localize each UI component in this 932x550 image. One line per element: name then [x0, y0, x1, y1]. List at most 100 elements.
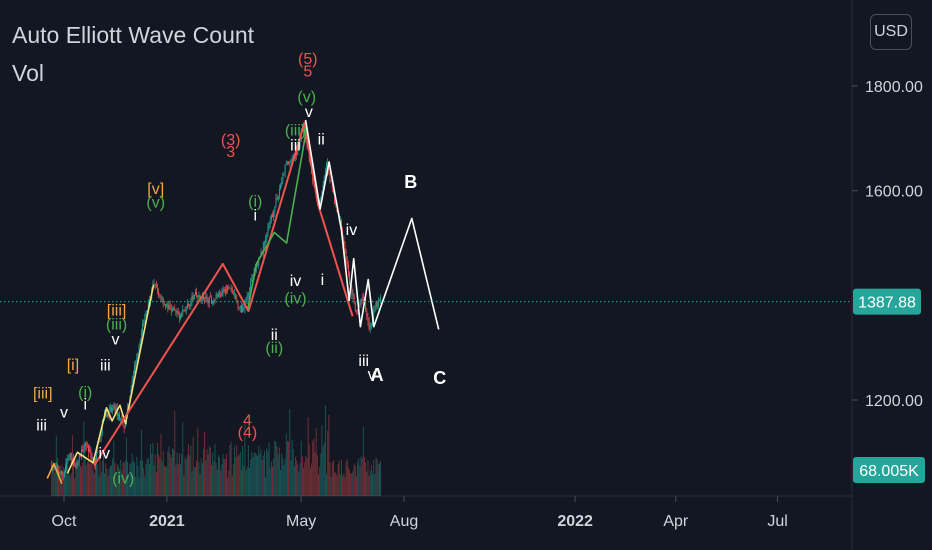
volume-bar: [209, 447, 211, 496]
wave-label: 4: [243, 413, 252, 430]
volume-bar: [182, 422, 184, 496]
volume-bar: [324, 405, 326, 496]
volume-bar: [247, 445, 249, 496]
volume-bar: [332, 460, 334, 496]
x-tick-label: Aug: [390, 513, 418, 530]
volume-bar: [128, 473, 130, 496]
volume-bar: [211, 465, 212, 496]
candle-body: [247, 292, 249, 296]
candle-body: [341, 220, 342, 231]
volume-bar: [228, 470, 230, 496]
volume-bar: [199, 474, 201, 496]
volume-bar: [170, 457, 172, 496]
candle-body: [76, 460, 78, 467]
volume-bar: [62, 466, 64, 496]
candle-body: [145, 312, 147, 316]
last-price-badge: [853, 288, 921, 315]
wave-label: (i): [248, 193, 262, 210]
volume-bar: [224, 459, 226, 496]
volume-bar: [257, 455, 258, 496]
volume-bar: [167, 451, 169, 496]
volume-bar: [125, 437, 127, 496]
candle-body: [106, 413, 108, 417]
wave-label: iii: [36, 417, 47, 434]
volume-bar: [102, 453, 104, 496]
candle-body: [374, 309, 376, 311]
candle-body: [366, 310, 368, 318]
candle-body: [208, 296, 210, 304]
volume-bar: [227, 477, 229, 496]
candle-body: [69, 452, 71, 457]
wave-label: i: [83, 396, 87, 413]
volume-bar: [213, 461, 215, 496]
wave-label: v: [368, 367, 376, 384]
volume-bar: [98, 476, 100, 496]
volume-bar: [250, 459, 252, 496]
volume-bar: [244, 419, 246, 496]
currency-button[interactable]: USD: [870, 14, 912, 50]
volume-bar: [124, 460, 126, 496]
candle-body: [168, 305, 170, 310]
volume-bar: [150, 444, 152, 496]
candle-body: [153, 283, 155, 285]
candle-body: [322, 183, 324, 192]
candle-body: [298, 145, 300, 148]
last-price-label: 1387.88: [858, 295, 916, 312]
candle-body: [113, 404, 115, 408]
wave-label: (iv): [112, 471, 134, 488]
candle-body: [262, 243, 264, 253]
volume-bar: [219, 457, 221, 496]
volume-bar: [119, 469, 120, 496]
corrective-label: B: [404, 172, 417, 192]
candle-body: [62, 475, 64, 477]
volume-bar: [321, 425, 323, 496]
volume-bar: [83, 421, 85, 496]
candle-body: [250, 281, 252, 291]
volume-bar: [322, 446, 324, 496]
wave-label: [v]: [147, 181, 164, 198]
volume-bar: [205, 460, 207, 496]
corrective-label: A: [371, 365, 384, 385]
candle-body: [328, 172, 330, 174]
volume-bar: [259, 453, 261, 496]
volume-bar: [166, 466, 168, 496]
candle-body: [158, 291, 160, 296]
candle-body: [53, 466, 55, 468]
volume-bar: [375, 457, 377, 496]
volume-bar: [188, 443, 189, 496]
volume-bar: [184, 456, 186, 496]
volume-bar: [58, 474, 60, 496]
candle-body: [330, 181, 332, 183]
volume-bar: [239, 452, 241, 496]
candle-body: [171, 310, 173, 312]
volume-bar: [147, 458, 149, 496]
volume-bar: [374, 473, 376, 496]
volume-bar: [289, 409, 291, 496]
volume-bar: [282, 458, 284, 496]
candle-body: [359, 303, 361, 305]
candle-body: [234, 293, 235, 295]
candle-body: [246, 295, 248, 300]
candle-body: [289, 162, 291, 164]
volume-bar: [127, 461, 129, 496]
volume-bar: [122, 462, 124, 496]
volume-bar: [297, 464, 299, 496]
volume-bar: [97, 464, 99, 496]
candle-body: [355, 310, 357, 312]
volume-bar: [96, 457, 97, 496]
volume-bar: [235, 457, 237, 496]
volume-bar: [301, 456, 303, 496]
volume-bar: [65, 458, 66, 496]
volume-bar: [316, 455, 318, 496]
volume-bar: [255, 454, 257, 496]
volume-bar: [251, 452, 253, 496]
candle-body: [132, 372, 134, 380]
volume-bar: [230, 441, 232, 496]
candle-body: [120, 418, 122, 420]
wave-line-yellow: [66, 284, 155, 474]
volume-bar: [229, 444, 231, 496]
candle-body: [166, 303, 168, 307]
volume-bar: [180, 464, 181, 496]
volume-bar: [215, 463, 217, 496]
